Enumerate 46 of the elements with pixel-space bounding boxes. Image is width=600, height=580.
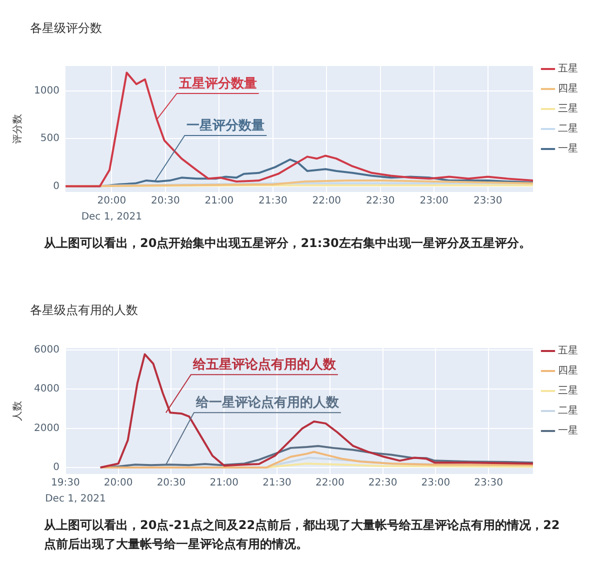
- chart-title: 各星级评分数: [29, 20, 103, 37]
- y-axis-title: 人数: [12, 401, 24, 421]
- text: Dec 1, 2021: [81, 212, 142, 223]
- legend-label: 五星: [558, 346, 578, 357]
- x-tick-label: 21:30: [258, 196, 288, 207]
- legend-label: 一星: [558, 426, 578, 437]
- x-tick-label: 23:30: [473, 196, 502, 207]
- text: 从上图可以看出，20点开始集中出现五星评分，21:30左右集中出现一星评分及五星评分。: [42, 235, 532, 252]
- legend-label: 四星: [558, 366, 578, 377]
- y-axis-title: 评分数: [12, 114, 24, 144]
- legend-label: 三星: [558, 104, 578, 115]
- annotation: 一星评分数量: [186, 118, 265, 134]
- text: Dec 1, 2021: [45, 494, 106, 505]
- legend-label: 一星: [558, 144, 578, 155]
- x-tick-label: 22:00: [315, 478, 344, 489]
- x-tick-label: 23:30: [474, 478, 503, 489]
- legend-label: 二星: [558, 406, 578, 417]
- chart-title: 各星级点有用的人数: [29, 302, 139, 319]
- text: 从上图可以看出，20点-21点之间及22点前后，都出现了大量帐号给五星评论点有用的情况，22点前后出现了大量帐号给一星评论点有用的情况。: [42, 517, 561, 553]
- x-tick-label: 23:00: [421, 478, 450, 489]
- y-tick-label: 0: [53, 180, 60, 192]
- y-tick-label: 0: [53, 462, 60, 474]
- x-tick-label: 20:30: [156, 478, 186, 489]
- x-tick-label: 21:30: [262, 478, 292, 489]
- x-tick-label: 20:00: [97, 196, 126, 207]
- legend-label: 二星: [558, 124, 578, 135]
- y-tick-label: 2000: [34, 422, 60, 434]
- y-tick-label: 4000: [34, 384, 60, 395]
- x-tick-label: 20:00: [104, 478, 133, 489]
- x-tick-label: 22:30: [368, 478, 398, 489]
- x-tick-label: 23:00: [420, 196, 449, 207]
- x-tick-label: 20:30: [150, 196, 180, 207]
- legend-label: 五星: [558, 64, 578, 75]
- x-tick-label: 19:30: [51, 478, 80, 489]
- annotation: 五星评分数量: [178, 76, 257, 92]
- x-tick-label: 21:00: [210, 478, 239, 489]
- y-tick-label: 1000: [34, 85, 60, 96]
- annotation: 给一星评论点有用的人数: [194, 394, 340, 410]
- y-tick-label: 500: [40, 133, 60, 144]
- y-tick-label: 6000: [34, 344, 60, 356]
- x-tick-label: 22:30: [366, 196, 395, 207]
- legend-label: 四星: [558, 84, 578, 95]
- x-tick-label: 22:00: [312, 196, 342, 207]
- x-tick-label: 21:00: [204, 196, 234, 207]
- annotation: 给五星评论点有用的人数: [192, 356, 337, 373]
- legend-label: 三星: [558, 386, 578, 397]
